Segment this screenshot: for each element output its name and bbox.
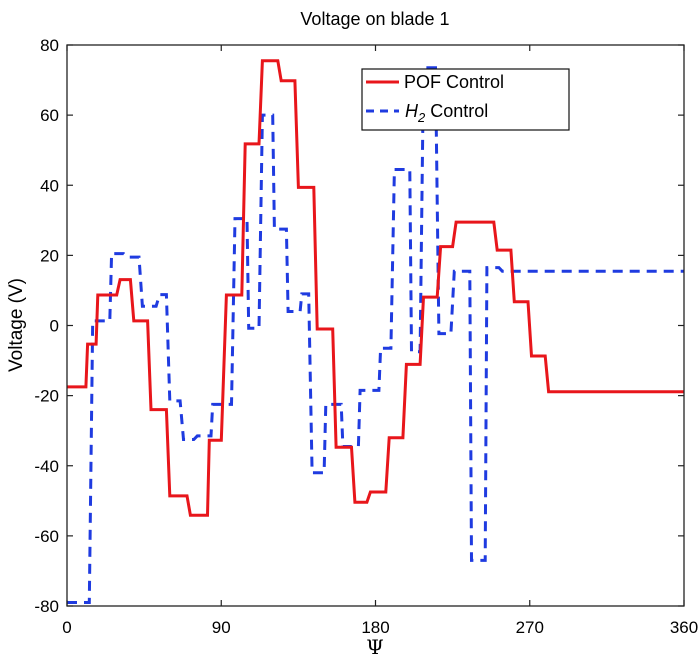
- y-tick-label: -40: [34, 457, 59, 476]
- legend-box: [361, 68, 570, 131]
- series-line-1: [67, 66, 684, 604]
- y-tick-label: -60: [34, 527, 59, 546]
- plot-lines: [67, 59, 684, 604]
- y-tick-label: -20: [34, 387, 59, 406]
- x-axis-label: Ψ: [366, 635, 384, 659]
- y-tick-label: 60: [40, 106, 59, 125]
- x-tick-label: 90: [212, 618, 231, 637]
- x-tick-label: 270: [516, 618, 544, 637]
- y-tick-label: -80: [34, 597, 59, 616]
- y-axis-label: Voltage (V): [6, 278, 27, 372]
- y-tick-label: 40: [40, 176, 59, 195]
- y-tick-label: 0: [50, 317, 59, 336]
- x-tick-label: 360: [670, 618, 698, 637]
- chart-title: Voltage on blade 1: [300, 9, 449, 29]
- legend-label-h2: H2 Control: [405, 101, 488, 125]
- x-tick-label: 0: [62, 618, 71, 637]
- x-tick-label: 180: [361, 618, 389, 637]
- series-line-0: [67, 59, 684, 517]
- axis-ticks: 0 90 180 270 360 80 60 40 20 0 -20 -40 -60 -80: [34, 36, 698, 637]
- legend-label-pof: POF Control: [404, 72, 504, 92]
- legend: POF Control H2 Control: [361, 68, 570, 131]
- y-tick-label: 80: [40, 36, 59, 55]
- y-tick-label: 20: [40, 246, 59, 265]
